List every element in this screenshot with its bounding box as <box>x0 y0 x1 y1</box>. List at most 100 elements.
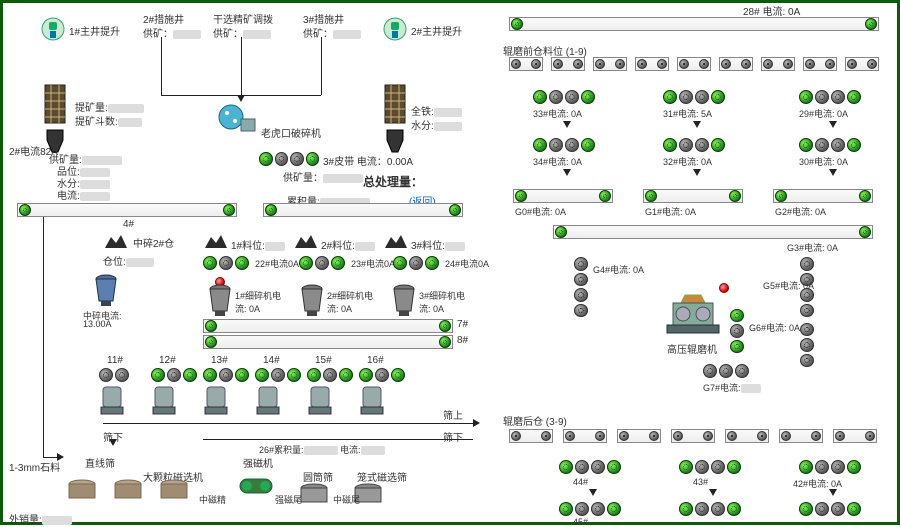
belt3-label: 3#皮带 电流：0.00A <box>323 153 413 168</box>
roller-24 <box>393 255 443 271</box>
hoist-cage-left <box>43 83 67 125</box>
f2: 2#细碎机电流: 0A <box>327 289 377 315</box>
roller-mill-icon <box>663 293 723 337</box>
r44: 44# <box>573 477 588 487</box>
mid-tail: 中磁尾 <box>333 493 360 506</box>
hopper-right <box>386 129 404 153</box>
rs-12 <box>151 367 197 383</box>
r45: 45# <box>573 517 588 527</box>
midcrush-bin: 中碎2#仓 <box>133 235 174 250</box>
postbin-6 <box>779 429 823 443</box>
strong-tail: 强磁尾 <box>275 493 302 506</box>
g5: G5#电流: 0A <box>763 279 814 292</box>
roll-44 <box>559 459 621 475</box>
midcrush-dlval: 13.00A <box>83 319 112 329</box>
roll-g7 <box>703 363 749 379</box>
strongmag-equip <box>239 475 273 497</box>
roll-43 <box>679 459 741 475</box>
prebin-b5 <box>677 57 711 71</box>
belt-8 <box>203 335 453 349</box>
sale: 外销量: <box>9 511 72 526</box>
tiger-crusher-icon <box>217 101 257 135</box>
roll-45c <box>799 501 861 517</box>
cage-sieve: 笼式磁选筛 <box>357 469 407 484</box>
r22: 22#电流0A <box>255 257 299 270</box>
bin2: 2#料位: <box>321 237 375 252</box>
s13: 13# <box>211 355 228 366</box>
sieve-14 <box>255 385 281 415</box>
postbin-2 <box>563 429 607 443</box>
tikuangdou: 提矿斗数: <box>75 113 142 128</box>
rs-11 <box>99 367 129 383</box>
roll-45a <box>559 501 621 517</box>
g3: G3#电流: 0A <box>787 241 838 254</box>
s15: 15# <box>315 355 332 366</box>
pre-header: 辊磨前仓料位 (1-9) <box>503 43 587 58</box>
roll-29 <box>799 89 861 105</box>
bin1: 1#料位: <box>231 237 285 252</box>
sieve-16 <box>359 385 385 415</box>
s12: 12# <box>159 355 176 366</box>
dianliu: 电流: <box>57 187 110 202</box>
r31: 31#电流: 5A <box>663 107 712 120</box>
vroll-g6b <box>799 323 815 367</box>
pile-midcrush <box>103 233 129 249</box>
pile-3 <box>383 233 409 249</box>
roller-group-3 <box>259 151 319 167</box>
roll-34 <box>533 137 595 153</box>
prebin-b2 <box>551 57 585 71</box>
belt-right-4 <box>263 203 463 217</box>
prebin-b9 <box>845 57 879 71</box>
g6: G6#电流: 0A <box>749 321 800 334</box>
post-header: 辊磨后仓 (3-9) <box>503 413 567 428</box>
drum-2 <box>113 479 143 501</box>
shaft-1-label: 1#主井提升 <box>69 23 120 38</box>
r32: 32#电流: 0A <box>663 155 712 168</box>
roll-45b <box>679 501 741 517</box>
shaft-1-icon <box>39 17 67 41</box>
belt-28 <box>509 17 879 31</box>
f1: 1#细碎机电流: 0A <box>235 289 285 315</box>
postbin-4 <box>671 429 715 443</box>
roll-42 <box>799 459 861 475</box>
g1: G1#电流: 0A <box>645 205 696 218</box>
s11: 11# <box>107 355 123 366</box>
prebin-b6 <box>719 57 753 71</box>
miao3-sub: 供矿： <box>303 25 361 40</box>
g2: G2#电流: 0A <box>775 205 826 218</box>
line-sieve: 直线筛 <box>85 455 115 470</box>
r30: 30#电流: 0A <box>799 155 848 168</box>
belt3-gk: 供矿量： <box>283 169 363 184</box>
roll-31 <box>663 89 725 105</box>
shaft-2-icon <box>381 17 409 41</box>
pile-1 <box>203 233 229 249</box>
total-title: 总处理量： <box>363 173 423 190</box>
g4: G4#电流: 0A <box>593 263 644 276</box>
drum-3 <box>159 479 189 501</box>
f3: 3#细碎机电流: 0A <box>419 289 469 315</box>
miao2-sub: 供矿： <box>143 25 201 40</box>
vroll-g6a <box>729 309 745 353</box>
midcrush-cone <box>93 273 119 307</box>
mid-conc: 中磁精 <box>199 493 226 506</box>
shuifen-r: 水分: <box>411 117 462 132</box>
b26: 26#累积量: 电流: <box>259 443 385 456</box>
bin3: 3#料位: <box>411 237 465 252</box>
sieve-12 <box>151 385 177 415</box>
mill-red <box>719 283 729 293</box>
belt-g1 <box>643 189 743 203</box>
r33: 33#电流: 0A <box>533 107 582 120</box>
belt28-label: 28# 电流: 0A <box>743 3 800 18</box>
drum-1 <box>67 479 97 501</box>
g7: G7#电流: <box>703 381 761 394</box>
g0: G0#电流: 0A <box>515 205 566 218</box>
prebin-b8 <box>803 57 837 71</box>
b7: 7# <box>457 319 468 330</box>
rs-15 <box>307 367 353 383</box>
midcrush-binval: 仓位: <box>103 253 154 268</box>
roller-23 <box>299 255 349 271</box>
belt4-label: 4# <box>123 219 134 230</box>
prebin-b3 <box>593 57 627 71</box>
fine-cone-1 <box>207 283 233 317</box>
drum-sieve-label: 圆筒筛 <box>303 469 333 484</box>
